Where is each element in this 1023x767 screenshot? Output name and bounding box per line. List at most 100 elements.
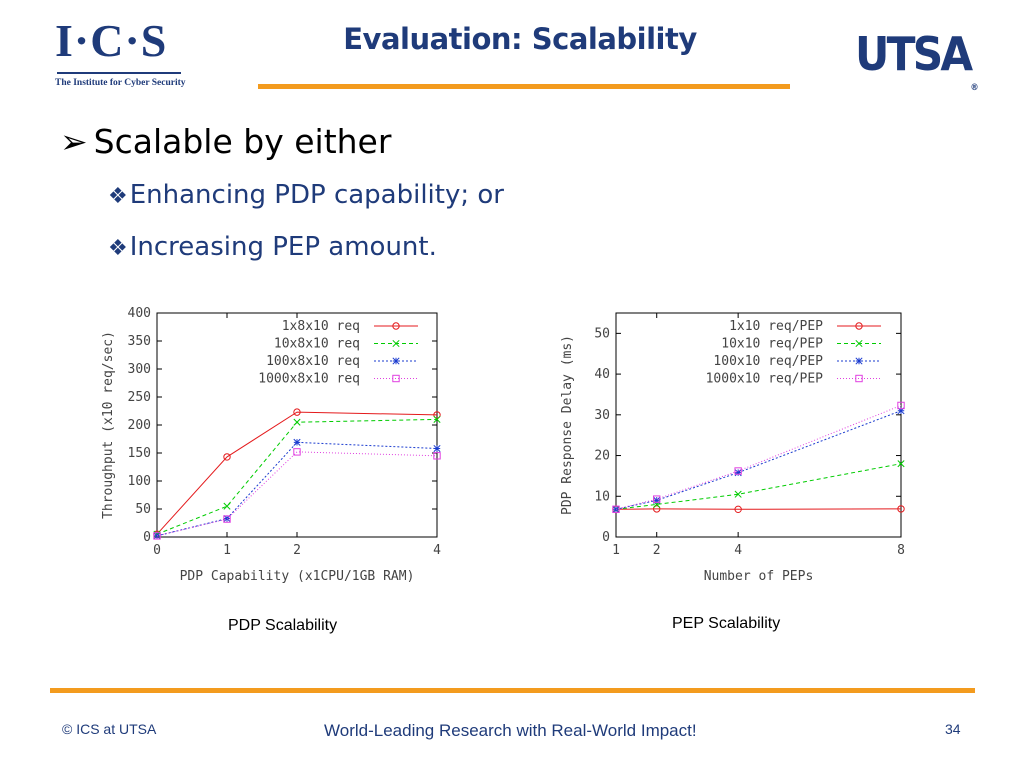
data-point	[897, 401, 905, 410]
legend-label: 1x8x10 req	[282, 319, 360, 334]
data-point	[433, 411, 441, 419]
data-point	[433, 444, 441, 453]
diamond-bullet-icon: ❖	[108, 236, 128, 261]
pep-scalability-chart: 0 10 20 30 40 50 1 2 4 8 Number of PEPs PDP Respons…	[560, 312, 905, 584]
data-point	[293, 408, 301, 416]
data-point	[897, 460, 905, 468]
caption-pdp-scalability: PDP Scalability	[228, 617, 338, 634]
x-axis-label: Number of PEPs	[704, 569, 814, 584]
y-tick-label: 300	[128, 362, 151, 377]
legend-marker	[392, 374, 400, 383]
legend-marker	[855, 357, 863, 365]
marker-stroke	[392, 339, 400, 348]
x-axis-label: PDP Capability (x1CPU/1GB RAM)	[180, 569, 415, 584]
y-axis-label: PDP Response Delay (ms)	[560, 335, 575, 515]
ics-logo: I·C·S The Institute for Cyber Security	[55, 15, 186, 94]
data-point	[734, 467, 742, 475]
ics-logo-rule	[57, 72, 181, 74]
bullet-sub-1: ❖Enhancing PDP capability; or	[108, 180, 504, 210]
x-tick-label: 0	[153, 543, 161, 558]
legend-marker	[855, 374, 863, 383]
data-point	[612, 505, 620, 514]
data-point	[293, 418, 301, 426]
series-line	[615, 410, 902, 510]
y-tick-label: 30	[594, 408, 610, 423]
x-tick-label: 1	[223, 543, 231, 558]
footer-copyright: © ICS at UTSA	[62, 721, 157, 737]
series-1	[153, 415, 441, 538]
marker-stroke	[433, 415, 441, 423]
pdp-scalability-chart: 0 50 100 150 200 250 300 350 400 0 1 2 4 PDP Capabili…	[101, 306, 441, 584]
series-line	[615, 463, 902, 510]
legend-label: 100x8x10 req	[266, 354, 360, 369]
ics-logo-subtitle: The Institute for Cyber Security	[55, 78, 186, 88]
series-line	[156, 418, 438, 535]
legend-label: 1000x8x10 req	[258, 372, 360, 387]
bullet-main-text: Scalable by either	[93, 122, 392, 161]
y-tick-label: 150	[128, 446, 151, 461]
data-point	[433, 452, 441, 460]
series-2	[612, 407, 905, 513]
x-tick-label: 2	[293, 543, 301, 558]
series-0	[612, 505, 905, 514]
ics-logo-letters: I·C·S	[55, 15, 168, 66]
data-point	[653, 505, 661, 513]
marker-stroke	[293, 418, 301, 426]
data-point	[897, 505, 905, 513]
caption-pep-scalability: PEP Scalability	[672, 615, 781, 632]
legend-label: 1000x10 req/PEP	[706, 372, 824, 387]
bullet-main: ➢ Scalable by either	[60, 122, 391, 161]
legend-label: 10x8x10 req	[274, 337, 360, 352]
series-line	[615, 404, 902, 510]
bullet-sub-2: ❖Increasing PEP amount.	[108, 232, 437, 262]
marker-stroke	[897, 460, 905, 468]
series-3	[612, 401, 905, 514]
marker-stroke	[223, 502, 231, 510]
data-point	[433, 415, 441, 423]
utsa-registered-mark: ®	[970, 83, 979, 93]
data-point	[653, 495, 661, 503]
footer-rule	[50, 688, 975, 693]
series-2	[153, 438, 441, 540]
marker-stroke	[734, 490, 742, 498]
diamond-bullet-icon: ❖	[108, 184, 128, 209]
utsa-logo-text: UTSA	[855, 27, 973, 81]
slide-title: Evaluation: Scalability	[343, 22, 697, 56]
marker-stroke	[855, 339, 863, 348]
legend-marker	[392, 339, 400, 348]
series-line	[156, 441, 438, 537]
x-tick-label: 4	[734, 543, 742, 558]
x-tick-label: 8	[897, 543, 905, 558]
y-tick-label: 350	[128, 334, 151, 349]
y-tick-label: 10	[594, 489, 610, 504]
legend-marker	[855, 322, 863, 330]
series-line	[156, 411, 438, 535]
y-tick-label: 0	[143, 530, 151, 545]
utsa-logo: UTSA ®	[855, 27, 979, 93]
footer-tagline: World-Leading Research with Real-World I…	[324, 721, 697, 740]
y-tick-label: 200	[128, 418, 151, 433]
series-3	[153, 448, 441, 540]
legend-label: 1x10 req/PEP	[729, 319, 823, 334]
data-point	[293, 448, 301, 456]
series-1	[612, 460, 905, 513]
legend-marker	[855, 339, 863, 348]
y-tick-label: 400	[128, 306, 151, 321]
legend-label: 10x10 req/PEP	[721, 337, 823, 352]
legend-marker	[392, 322, 400, 330]
plot-frame	[615, 312, 902, 538]
y-tick-label: 20	[594, 449, 610, 464]
y-tick-label: 50	[594, 326, 610, 341]
title-underline	[258, 84, 790, 89]
data-point	[223, 515, 231, 523]
legend-marker	[392, 357, 400, 365]
arrow-bullet-icon: ➢	[60, 122, 88, 161]
data-point	[293, 438, 301, 446]
bullet-sub-1-text: Enhancing PDP capability; or	[129, 180, 504, 210]
data-point	[223, 453, 231, 461]
series-line	[156, 451, 438, 537]
x-tick-label: 1	[612, 543, 620, 558]
y-tick-label: 250	[128, 390, 151, 405]
page-number: 34	[945, 721, 961, 737]
y-axis-label: Throughput (x10 req/sec)	[101, 331, 116, 519]
